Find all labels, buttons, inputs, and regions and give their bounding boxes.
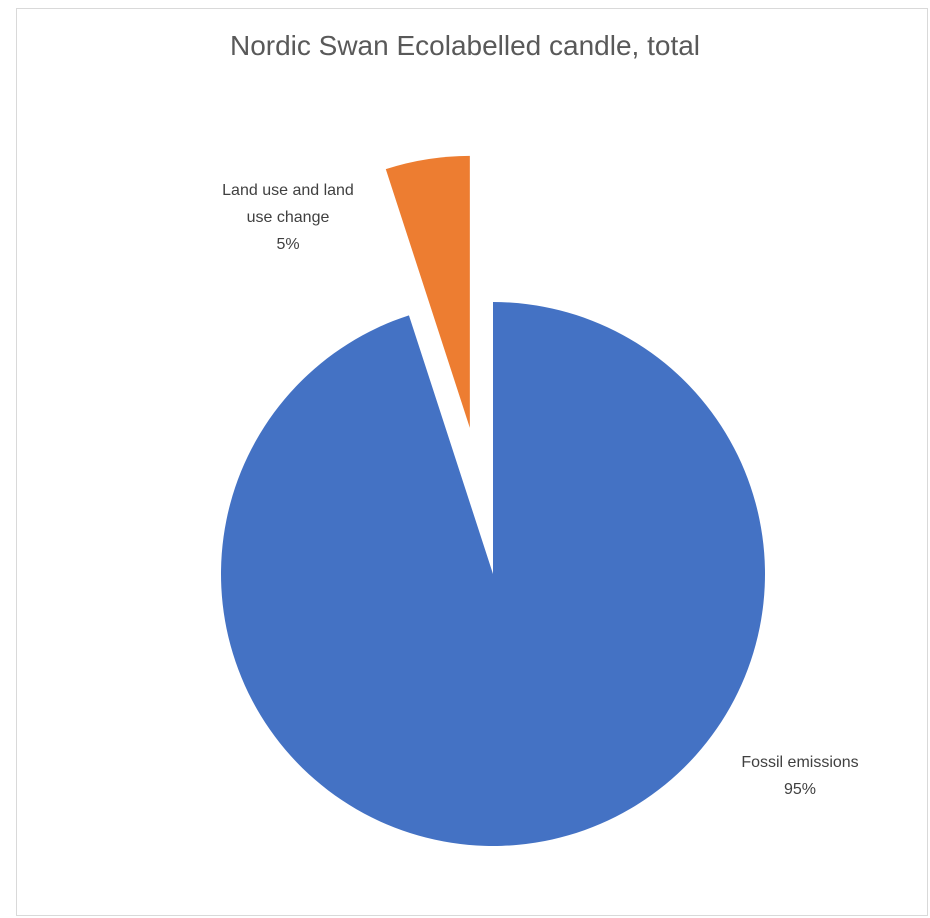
data-label-percent: 5% — [276, 236, 299, 253]
data-label-category: Land use and land — [222, 182, 354, 199]
data-label-category: use change — [247, 209, 330, 226]
pie-slice-0 — [221, 302, 765, 846]
data-label-0: Fossil emissions 95% — [741, 754, 858, 798]
data-label-1: Land use and land use change 5% — [222, 182, 354, 253]
pie-slice-1 — [385, 155, 470, 428]
data-label-category: Fossil emissions — [741, 754, 858, 771]
chart-title: Nordic Swan Ecolabelled candle, total — [229, 30, 701, 61]
data-label-percent: 95% — [784, 781, 816, 798]
